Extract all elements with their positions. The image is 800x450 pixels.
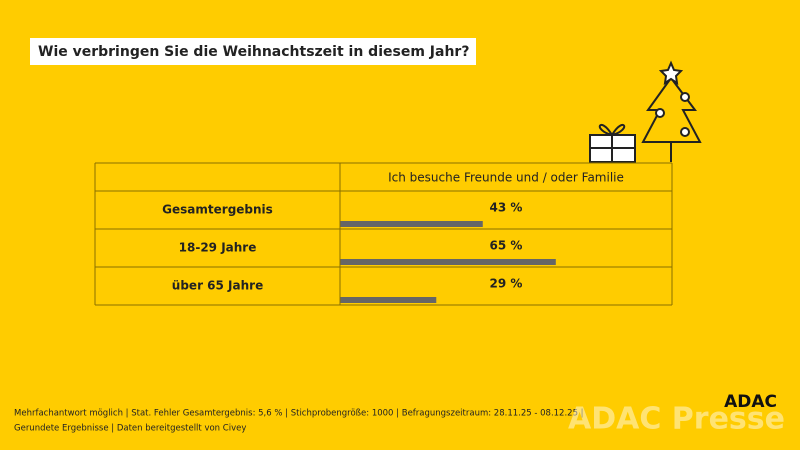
row-label: Gesamtergebnis bbox=[162, 203, 273, 217]
logo: ADAC bbox=[724, 392, 777, 412]
title-box bbox=[30, 38, 476, 65]
column-header: Ich besuche Freunde und / oder Familie bbox=[388, 171, 624, 185]
row-label: über 65 Jahre bbox=[172, 279, 263, 293]
table: Ich besuche Freunde und / oder Familie Ge… bbox=[94, 162, 673, 306]
bar bbox=[340, 259, 556, 265]
bar bbox=[340, 297, 437, 303]
decoration-icons bbox=[589, 60, 702, 163]
chart-title: Wie verbringen Sie die Weihnachtszeit in… bbox=[38, 44, 469, 60]
footer-line: Mehrfachantwort möglich | Stat. Fehler G… bbox=[14, 409, 584, 419]
value-label: 29 % bbox=[490, 277, 523, 291]
value-label: 65 % bbox=[490, 239, 523, 253]
watermark: ADAC Presse bbox=[568, 402, 785, 437]
footer-line: Gerundete Ergebnisse | Daten bereitgeste… bbox=[14, 424, 246, 434]
value-label: 43 % bbox=[490, 201, 523, 215]
row-label: 18-29 Jahre bbox=[179, 241, 257, 255]
bar bbox=[340, 221, 483, 227]
